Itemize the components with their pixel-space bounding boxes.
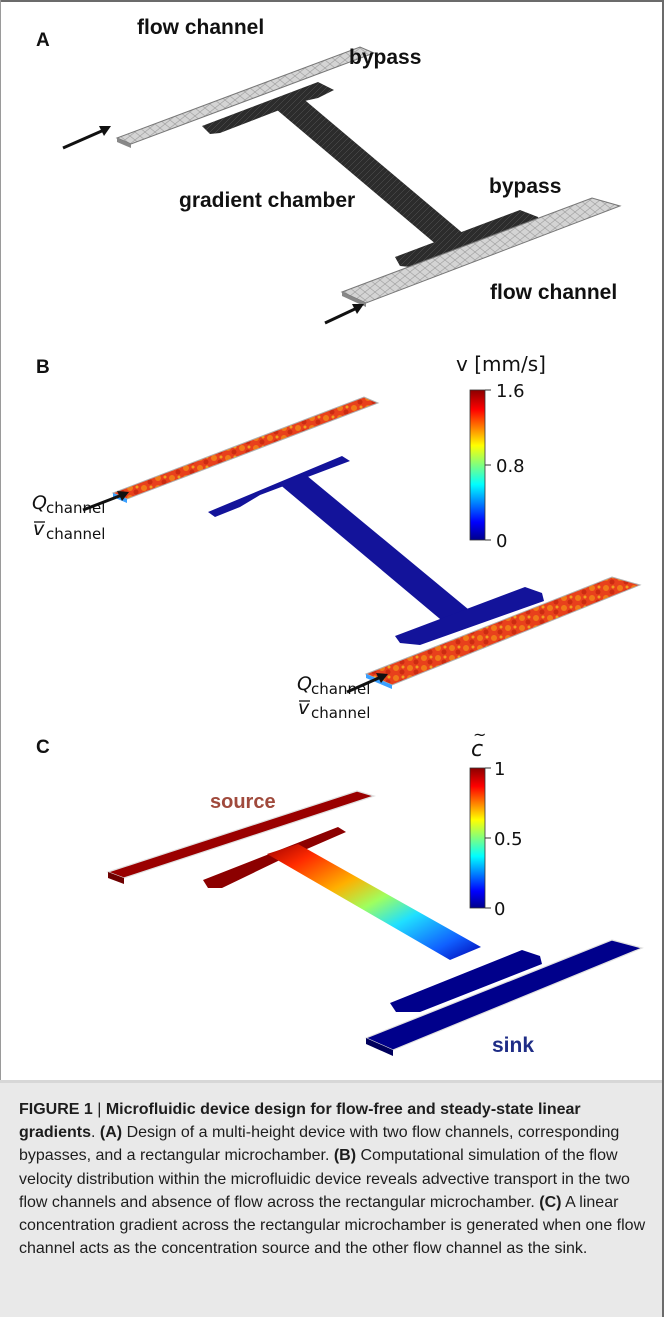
flow-channel-top-shape	[115, 46, 376, 148]
panel-a: A	[0, 0, 660, 335]
panel-b: B	[0, 335, 660, 720]
label-bypass-top: bypass	[349, 46, 421, 69]
tick-label-mid: 0.5	[494, 829, 523, 850]
figure-frame-left	[0, 0, 1, 1317]
bypass-bottom-velocity	[395, 587, 544, 645]
caption-part-c-tag: (C)	[539, 1193, 562, 1211]
tick-label-max: 1.6	[496, 381, 525, 402]
q-sub-top: channel	[46, 499, 105, 517]
panel-c: C	[0, 720, 660, 1080]
tick-label-mid: 0.8	[496, 456, 525, 477]
inflow-arrow-bottom	[346, 673, 388, 694]
gradient-chamber-shape	[270, 96, 478, 256]
panel-c-label: C	[36, 737, 50, 758]
gradient-chamber-concentration	[267, 844, 481, 960]
label-sink: sink	[492, 1034, 534, 1057]
v-symbol-bottom: v	[298, 697, 310, 719]
device-mesh-diagram: flow channel bypass gradient chamber byp…	[62, 16, 622, 325]
caption-part-a: Design of a multi-height device with two…	[19, 1124, 620, 1165]
figure-caption: FIGURE 1 | Microfluidic device design fo…	[19, 1101, 646, 1258]
figure-frame-top	[0, 0, 662, 2]
label-gradient-chamber: gradient chamber	[179, 189, 355, 212]
q-symbol-top: Q	[32, 492, 47, 514]
concentration-gradient-diagram: source sink c ~ 1 0.5 0	[106, 725, 644, 1057]
v-symbol-top: v	[33, 518, 45, 540]
colorbar-velocity	[469, 389, 486, 541]
caption-part-a-tag: (A)	[99, 1124, 123, 1142]
figure-frame-right	[662, 0, 664, 1317]
tick-label-min: 0	[496, 531, 507, 552]
panel-b-label: B	[36, 357, 50, 378]
bypass-bottom-concentration	[390, 950, 542, 1012]
label-flow-channel-bottom: flow channel	[490, 281, 617, 304]
tick-label-min: 0	[494, 899, 505, 920]
caption-box	[0, 1080, 662, 1317]
inflow-arrow-top	[62, 126, 111, 150]
label-bypass-bottom: bypass	[489, 175, 561, 198]
caption-part-b: Computational simulation of the flow vel…	[19, 1147, 630, 1211]
q-symbol-bottom: Q	[297, 673, 312, 695]
caption-figure-label: FIGURE 1	[19, 1101, 93, 1118]
colorbar-concentration	[469, 767, 486, 909]
flow-channel-bottom-shape	[340, 197, 622, 307]
colorbar-title-concentration: c	[471, 737, 483, 762]
colorbar-title-velocity: v [mm/s]	[456, 352, 546, 376]
flow-channel-top-velocity	[111, 396, 380, 503]
flow-channel-bottom-velocity	[364, 576, 642, 689]
bypass-top-velocity	[208, 456, 350, 517]
panel-a-label: A	[36, 30, 50, 51]
caption-title: Microfluidic device design for flow-free…	[19, 1101, 581, 1142]
inflow-arrow-top	[82, 491, 129, 512]
tick-label-max: 1	[494, 759, 505, 780]
caption-part-b-tag: (B)	[333, 1147, 357, 1165]
inflow-arrow-bottom	[324, 304, 364, 325]
chamber-velocity	[278, 475, 474, 624]
v-sub-bottom: channel	[311, 704, 370, 720]
label-source: source	[210, 791, 276, 813]
caption-divider	[0, 1080, 662, 1083]
v-sub-top: channel	[46, 525, 105, 543]
source-channel-shape	[106, 790, 377, 884]
bypass-top-shape	[202, 82, 334, 134]
velocity-simulation-diagram: Q channel v channel Q channel v channel …	[32, 352, 642, 720]
q-sub-bottom: channel	[311, 680, 370, 698]
caption-separator: |	[92, 1101, 106, 1118]
label-flow-channel-top: flow channel	[137, 16, 264, 39]
colorbar-title-accent: ~	[473, 725, 486, 744]
caption-part-c: A linear concentration gradient across t…	[19, 1193, 646, 1258]
bypass-bottom-shape	[395, 210, 540, 268]
sink-channel-shape	[364, 939, 644, 1056]
